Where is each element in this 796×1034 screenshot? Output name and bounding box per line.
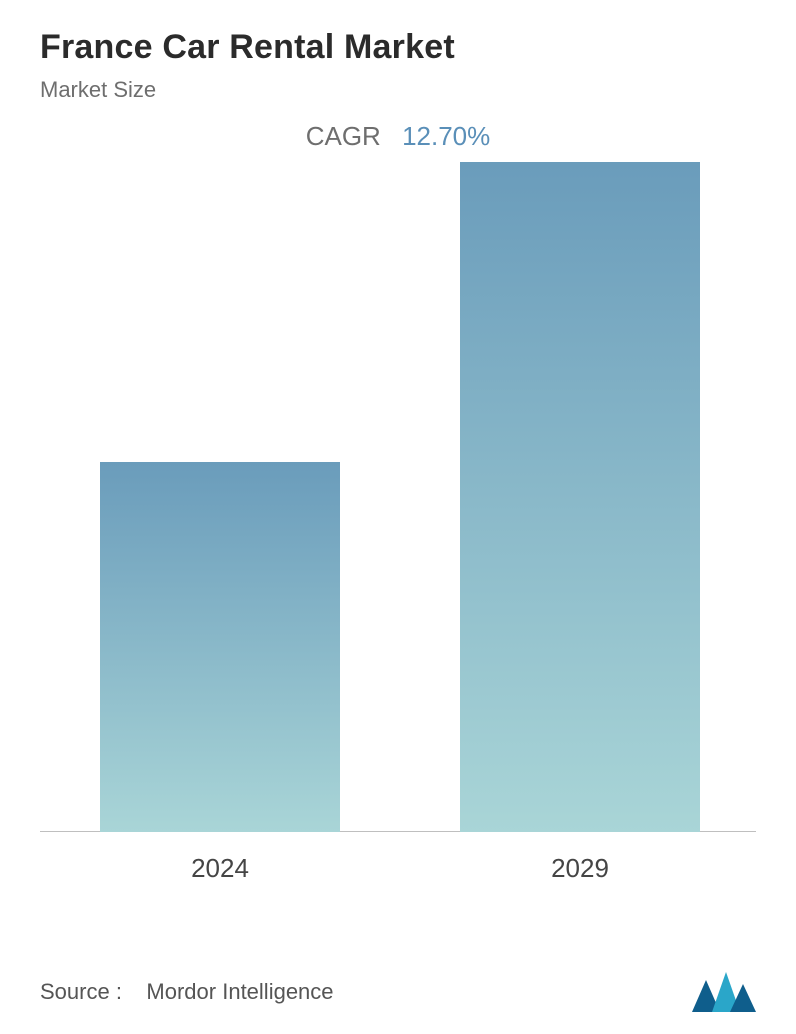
source-line: Source : Mordor Intelligence	[40, 979, 334, 1005]
xlabel-2024: 2024	[100, 853, 340, 884]
bar-2024	[100, 462, 340, 832]
source-name: Mordor Intelligence	[146, 979, 333, 1004]
bar-plot: 2024 2029	[40, 162, 756, 902]
chart-subtitle: Market Size	[40, 77, 756, 103]
footer: Source : Mordor Intelligence	[40, 972, 756, 1012]
chart-container: France Car Rental Market Market Size CAG…	[0, 0, 796, 1034]
cagr-row: CAGR 12.70%	[40, 121, 756, 152]
cagr-value: 12.70%	[402, 121, 490, 151]
source-label: Source :	[40, 979, 122, 1004]
xlabel-2029: 2029	[460, 853, 700, 884]
cagr-label: CAGR	[306, 121, 381, 151]
chart-title: France Car Rental Market	[40, 28, 756, 67]
mordor-logo-icon	[692, 972, 756, 1012]
bar-2029	[460, 162, 700, 832]
